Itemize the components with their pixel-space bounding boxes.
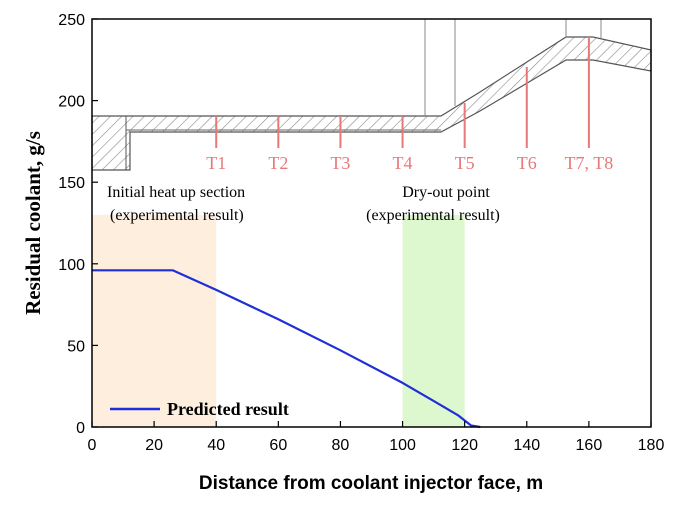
region-dryout (402, 214, 465, 427)
legend: Predicted result (110, 399, 289, 419)
x-axis-title: Distance from coolant injector face, m (199, 473, 543, 494)
y-tick-label-150: 150 (58, 175, 85, 192)
y-axis-title: Residual coolant, g/s (21, 131, 45, 315)
thermocouple-markers: T1 T2 T3 T4 T5 T6 T7, T8 (206, 37, 613, 173)
channel-geometry (91, 19, 652, 171)
y-tick-label-100: 100 (58, 257, 85, 274)
shaded-regions: Initial heat up section (experimental res… (92, 184, 500, 427)
sensor-label-5: T5 (455, 153, 475, 173)
series-layer (92, 269, 481, 429)
y-tick-label-50: 50 (67, 338, 85, 355)
sensor-label-7: T7, T8 (565, 153, 614, 173)
sensor-label-3: T3 (330, 153, 350, 173)
x-tick-label-20: 20 (145, 437, 163, 454)
x-tick-label-160: 160 (576, 437, 603, 454)
x-tick-label-40: 40 (207, 437, 225, 454)
region-label-dryout-2: (experimental result) (366, 207, 500, 224)
region-label-dryout-1: Dry-out point (402, 184, 490, 201)
region-label-heatup-2: (experimental result) (110, 207, 244, 224)
x-tick-label-120: 120 (451, 437, 478, 454)
channel-wall-hatched (91, 36, 652, 171)
y-tick-label-0: 0 (76, 420, 85, 437)
y-tick-label-200: 200 (58, 94, 85, 111)
x-tick-label-140: 140 (513, 437, 540, 454)
sensor-label-6: T6 (517, 153, 537, 173)
x-tick-label-100: 100 (389, 437, 416, 454)
y-tick-label-250: 250 (58, 12, 85, 29)
sensor-label-1: T1 (206, 153, 226, 173)
series-line-predicted (92, 269, 481, 429)
sensor-label-4: T4 (393, 153, 413, 173)
region-heatup (92, 214, 217, 427)
y-axis: 0 50 100 150 200 250 (58, 12, 98, 437)
x-tick-label-180: 180 (638, 437, 665, 454)
x-tick-label-60: 60 (269, 437, 287, 454)
sensor-label-2: T2 (268, 153, 288, 173)
region-label-heatup-1: Initial heat up section (107, 184, 245, 201)
x-tick-label-80: 80 (332, 437, 350, 454)
plot-frame (91, 18, 652, 428)
x-tick-label-0: 0 (88, 437, 97, 454)
legend-label-predicted: Predicted result (167, 399, 289, 419)
x-axis: 0 20 40 60 80 100 120 140 160 180 (88, 421, 665, 454)
